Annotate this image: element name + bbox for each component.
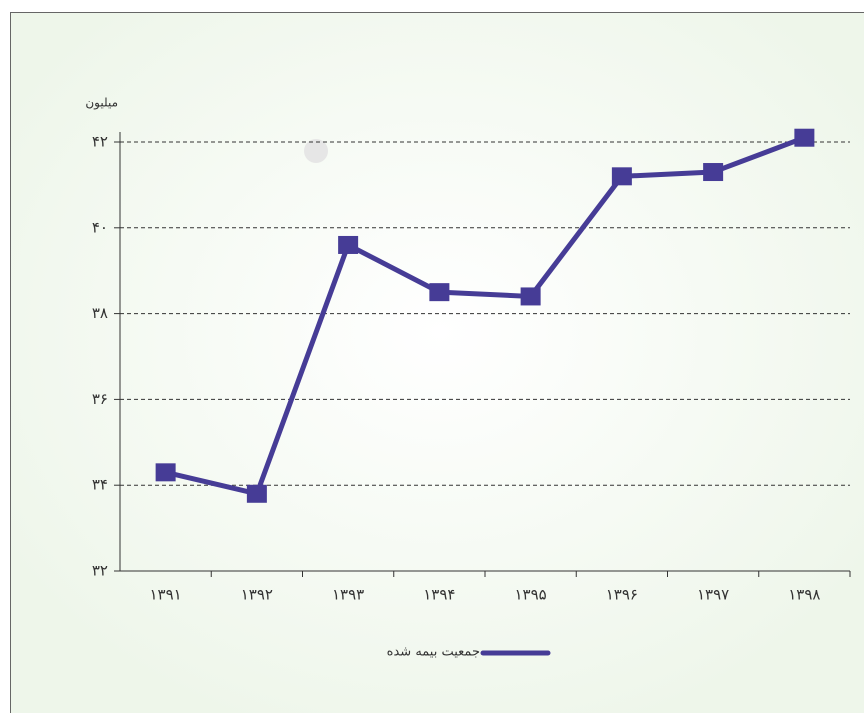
series-line bbox=[165, 135, 806, 497]
data-point bbox=[338, 235, 359, 254]
x-tick-label: ۱۳۹۶ bbox=[606, 586, 638, 604]
data-point bbox=[703, 163, 724, 182]
y-tick-label: ۳۸ bbox=[92, 304, 108, 322]
y-tick-label: ۳۶ bbox=[92, 390, 108, 408]
decoration bbox=[304, 139, 328, 163]
x-tick-label: ۱۳۹۴ bbox=[423, 586, 455, 604]
y-tick-label: ۴۲ bbox=[92, 133, 108, 151]
x-tick-label: ۱۳۹۸ bbox=[788, 586, 820, 604]
data-point bbox=[155, 463, 176, 482]
data-point bbox=[794, 128, 815, 147]
data-point bbox=[611, 167, 632, 186]
chart-frame bbox=[10, 12, 864, 713]
x-tick-label: ۱۳۹۷ bbox=[697, 586, 729, 604]
y-tick-label: ۳۲ bbox=[92, 562, 108, 580]
y-axis-label: میلیون bbox=[85, 96, 118, 111]
data-point bbox=[520, 287, 541, 306]
y-tick-label: ۳۴ bbox=[92, 476, 108, 494]
x-tick-label: ۱۳۹۳ bbox=[332, 586, 364, 604]
x-tick-label: ۱۳۹۱ bbox=[150, 586, 182, 604]
data-point bbox=[246, 484, 267, 503]
legend-label: جمعیت بیمه شده bbox=[387, 645, 480, 660]
data-point bbox=[429, 283, 450, 302]
x-tick-label: ۱۳۹۲ bbox=[241, 586, 273, 604]
x-tick-label: ۱۳۹۵ bbox=[515, 586, 547, 604]
y-tick-label: ۴۰ bbox=[92, 218, 108, 236]
